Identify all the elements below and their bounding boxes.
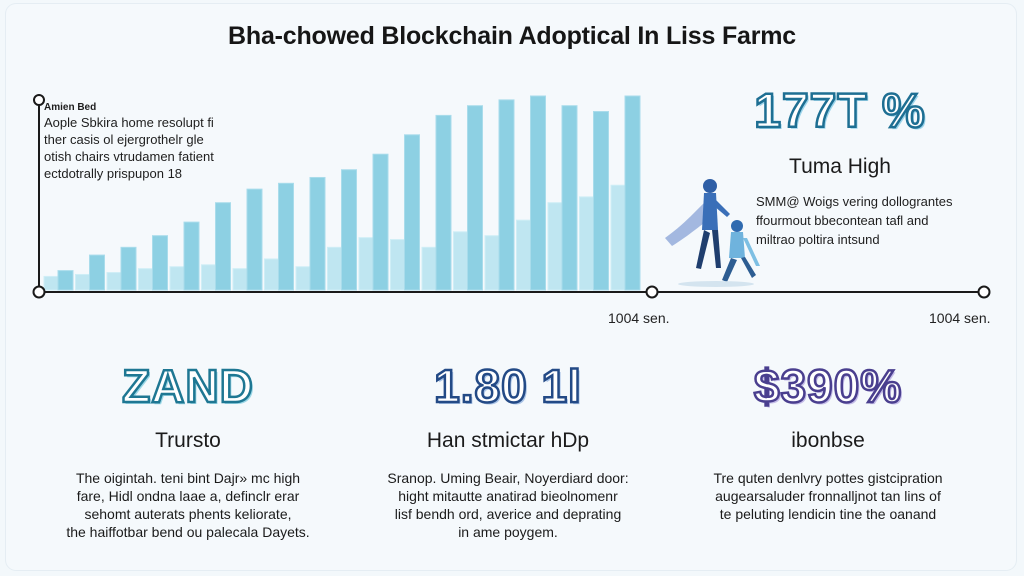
chart-note: Amien Bed Aople Sbkira home resolupt fi … bbox=[44, 102, 264, 182]
bar-primary bbox=[561, 105, 578, 291]
desc-line: hight mitautte anatirad bieolnomenr bbox=[398, 488, 618, 504]
bar-primary bbox=[372, 153, 389, 291]
stat-column-1: ZAND Trursto The oigintah. teni bint Daj… bbox=[38, 355, 338, 541]
stat-description: Sranop. Uming Beair, Noyerdiard door: hi… bbox=[358, 469, 658, 541]
bar-primary bbox=[309, 176, 326, 291]
bar-primary bbox=[498, 99, 515, 291]
axis-node-mid bbox=[645, 285, 659, 299]
axis-node-top bbox=[33, 94, 45, 106]
bar-primary bbox=[624, 95, 641, 291]
bar-primary bbox=[435, 114, 452, 291]
stat-label: Trursto bbox=[155, 429, 221, 452]
desc-line: fare, Hidl ondna laae a, definclr erar bbox=[76, 488, 300, 504]
bar-primary bbox=[278, 182, 294, 291]
desc-line: sehomt auterats phents keliorate, bbox=[84, 506, 292, 522]
axis-node-origin bbox=[32, 285, 46, 299]
hikers-illustration-icon bbox=[665, 179, 760, 287]
bar-primary bbox=[57, 270, 74, 291]
desc-line: augearsaluder fronnalljnot tan lins of bbox=[715, 488, 941, 504]
right-desc-line: SMM@ Woigs vering dollograntes bbox=[756, 194, 953, 209]
desc-line: the haiffotbar bend ou palecala Dayets. bbox=[66, 524, 310, 540]
chart-note-line: otish chairs vtrudamen fatient bbox=[44, 149, 214, 164]
stat-description: The oigintah. teni bint Dajr» mc high fa… bbox=[38, 469, 338, 541]
bar-primary bbox=[152, 235, 168, 291]
stat-value: ZAND bbox=[121, 359, 254, 414]
desc-line: The oigintah. teni bint Dajr» mc high bbox=[75, 470, 301, 486]
bar-primary bbox=[246, 188, 263, 291]
stat-description: Tre quten denlvry pottes gistcipration a… bbox=[678, 469, 978, 523]
chart-note-line: ectdotrally prispupon 18 bbox=[44, 166, 183, 181]
bar-primary bbox=[183, 221, 200, 291]
stat-label: Han stmictar hDp bbox=[426, 429, 590, 452]
x-axis-label-mid: 1004 sen. bbox=[608, 310, 670, 326]
axis-node-end bbox=[977, 285, 991, 299]
right-stat: 177T % Tuma High bbox=[690, 84, 990, 179]
desc-line: in ame poygem. bbox=[458, 524, 558, 540]
right-stat-description: SMM@ Woigs vering dollograntes ffourmout… bbox=[756, 192, 986, 249]
bar-primary bbox=[120, 246, 137, 291]
stat-column-2: 1.80 1l Han stmictar hDp Sranop. Uming B… bbox=[358, 355, 658, 541]
bar-primary bbox=[341, 169, 357, 291]
bar-series-primary bbox=[57, 95, 641, 291]
bar-primary bbox=[215, 202, 231, 291]
bar-primary bbox=[404, 134, 420, 291]
desc-line: Sranop. Uming Beair, Noyerdiard door: bbox=[387, 470, 629, 486]
right-stat-label: Tuma High bbox=[789, 155, 891, 178]
chart-note-line: Aople Sbkira home resolupt fi bbox=[44, 115, 214, 130]
desc-line: lisf bendh ord, averice and deprating bbox=[394, 506, 622, 522]
bar-primary bbox=[467, 105, 483, 291]
bar-primary bbox=[530, 95, 546, 291]
right-stat-value: 177T % bbox=[753, 84, 926, 140]
stat-label: ibonbse bbox=[791, 429, 865, 452]
page-title: Bha-chowed Blockchain Adoptical In Liss … bbox=[228, 22, 796, 50]
desc-line: Tre quten denlvry pottes gistcipration bbox=[713, 470, 943, 486]
bar-primary bbox=[89, 254, 105, 291]
stat-value: $390% bbox=[753, 359, 903, 414]
bar-primary bbox=[593, 111, 609, 291]
x-axis-label-end: 1004 sen. bbox=[929, 310, 991, 326]
bar-series-secondary bbox=[43, 184, 629, 291]
desc-line: te peluting lendicin tine the oanand bbox=[719, 506, 937, 522]
chart-note-line: ther casis ol ejergrothelr gle bbox=[44, 132, 204, 147]
stat-value: 1.80 1l bbox=[433, 359, 582, 414]
stat-column-3: $390% ibonbse Tre quten denlvry pottes g… bbox=[678, 355, 978, 523]
right-desc-line: miltrao poltira intsund bbox=[756, 232, 880, 247]
chart-note-heading: Amien Bed bbox=[44, 102, 97, 113]
right-desc-line: ffourmout bbecontean tafl and bbox=[756, 213, 929, 228]
